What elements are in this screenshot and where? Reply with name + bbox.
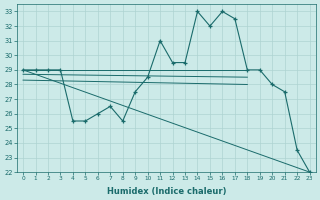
X-axis label: Humidex (Indice chaleur): Humidex (Indice chaleur): [107, 187, 226, 196]
